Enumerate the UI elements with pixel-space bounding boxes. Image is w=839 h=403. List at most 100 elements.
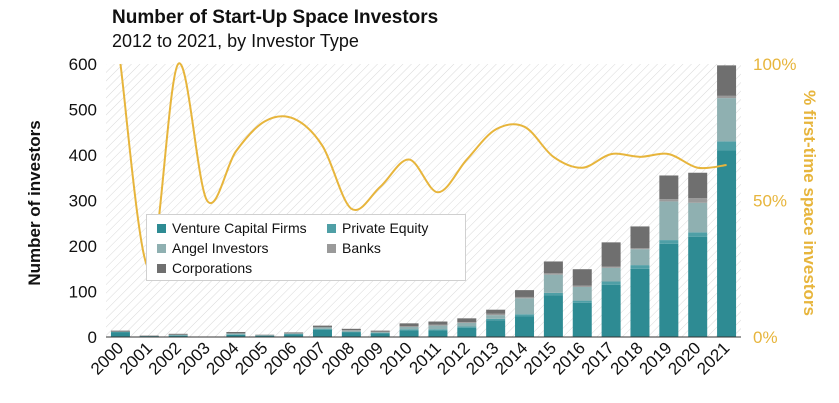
bar-segment-vc-2002 [168, 335, 188, 337]
bar-segment-vc-2013 [486, 320, 506, 337]
bar-segment-pe-2007 [312, 328, 332, 330]
bar-segment-corp-2001 [139, 335, 159, 337]
bar-segment-vc-2012 [457, 327, 477, 337]
bar-segment-corp-2014 [515, 290, 535, 297]
bar-segment-corp-2011 [428, 321, 448, 325]
bar-segment-pe-2000 [110, 331, 130, 333]
bar-segment-corp-2021 [717, 65, 737, 96]
bar-segment-angel-2015 [543, 274, 563, 293]
bar-segment-pe-2008 [341, 331, 361, 333]
chart-subtitle: 2012 to 2021, by Investor Type [112, 31, 359, 51]
bar-segment-banks-2013 [486, 313, 506, 316]
bar-segment-pe-2018 [630, 265, 650, 269]
bar-segment-pe-2009 [370, 332, 390, 334]
legend-label-banks: Banks [342, 240, 381, 256]
bar-segment-banks-2014 [515, 296, 535, 299]
bar-segment-vc-2011 [428, 330, 448, 337]
legend-swatch-corp [157, 263, 166, 273]
bar-segment-vc-2006 [284, 334, 304, 337]
bar-segment-pe-2017 [601, 281, 621, 285]
bar-segment-banks-2015 [543, 273, 563, 275]
bar-segment-vc-2004 [226, 334, 246, 337]
bar-segment-angel-2021 [717, 98, 737, 142]
bar-segment-angel-2017 [601, 267, 621, 282]
bar-segment-banks-2016 [572, 285, 592, 287]
y-tick-label: 300 [69, 192, 97, 211]
bar-segment-corp-2017 [601, 242, 621, 267]
bar-segment-angel-2000 [110, 331, 130, 333]
bar-segment-vc-2014 [515, 316, 535, 337]
bar-segment-pe-2006 [284, 333, 304, 335]
bar-segment-pe-2012 [457, 326, 477, 328]
legend-label-pe: Private Equity [342, 220, 429, 236]
bar-segment-pe-2002 [168, 335, 188, 336]
legend-swatch-vc [157, 223, 166, 233]
bar-segment-vc-2017 [601, 284, 621, 337]
legend: Venture Capital Firms Private Equity Ang… [146, 214, 466, 281]
bar-segment-pe-2010 [399, 329, 419, 331]
legend-item-corp: Corporations [157, 259, 252, 277]
bar-segment-pe-2014 [515, 314, 535, 317]
y2-axis-label: % first-time space investors [800, 90, 819, 316]
y-tick-label: 500 [69, 101, 97, 120]
bar-segment-vc-2007 [312, 329, 332, 337]
legend-item-banks: Banks [327, 239, 381, 257]
bar-segment-pe-2011 [428, 329, 448, 331]
y-tick-label: 400 [69, 146, 97, 165]
bar-segment-corp-2015 [543, 261, 563, 274]
bar-segment-corp-2009 [370, 330, 390, 332]
bar-segment-vc-2021 [717, 150, 737, 337]
bar-segment-angel-2005 [255, 335, 275, 336]
y-tick-label: 100 [69, 283, 97, 302]
bar-segment-angel-2019 [659, 201, 679, 241]
bar-segment-corp-2010 [399, 323, 419, 327]
legend-item-angel: Angel Investors [157, 239, 269, 257]
chart-title: Number of Start-Up Space Investors [112, 7, 439, 28]
y-tick-label: 200 [69, 237, 97, 256]
bar-segment-corp-2018 [630, 226, 650, 249]
bar-segment-banks-2018 [630, 248, 650, 250]
bar-segment-angel-2002 [168, 334, 188, 336]
bar-segment-corp-2004 [226, 331, 246, 334]
y-tick-label: 600 [69, 55, 97, 74]
bar-segment-banks-2007 [312, 326, 332, 328]
bar-segment-banks-2017 [601, 266, 621, 268]
bar-segment-angel-2016 [572, 286, 592, 301]
bar-segment-banks-2011 [428, 324, 448, 326]
bar-segment-pe-2019 [659, 240, 679, 244]
bar-segment-banks-2010 [399, 326, 419, 327]
bar-segment-vc-2009 [370, 333, 390, 337]
bar-segment-angel-2009 [370, 331, 390, 333]
y2-tick-label: 100% [753, 55, 796, 74]
x-tick-label: 2021 [693, 338, 733, 378]
bar-segment-angel-2012 [457, 322, 477, 327]
legend-item-vc: Venture Capital Firms [157, 219, 307, 237]
bar-segment-vc-2018 [630, 268, 650, 337]
bar-segment-vc-2000 [110, 332, 130, 337]
legend-item-pe: Private Equity [327, 219, 428, 237]
legend-swatch-pe [327, 223, 336, 233]
bar-segment-corp-2013 [486, 309, 506, 314]
legend-swatch-angel [157, 243, 166, 253]
bar-segment-angel-2020 [688, 202, 708, 233]
bar-segment-angel-2006 [284, 333, 304, 334]
bar-segment-corp-2006 [284, 332, 304, 334]
bar-segment-vc-2019 [659, 243, 679, 337]
bar-segment-vc-2005 [255, 335, 275, 337]
bar-segment-banks-2020 [688, 198, 708, 203]
bar-segment-angel-2013 [486, 315, 506, 319]
bar-segment-banks-2009 [370, 331, 390, 333]
bar-segment-corp-2016 [572, 269, 592, 286]
bar-segment-pe-2013 [486, 318, 506, 321]
legend-swatch-banks [327, 243, 336, 253]
bar-segment-banks-2021 [717, 95, 737, 99]
bar-segment-vc-2020 [688, 236, 708, 337]
bar-segment-corp-2007 [312, 325, 332, 327]
bar-segment-corp-2008 [341, 328, 361, 331]
legend-label-corp: Corporations [172, 260, 253, 276]
bar-segment-corp-2000 [110, 330, 130, 332]
bar-segment-angel-2008 [341, 330, 361, 332]
bar-segment-corp-2002 [168, 333, 188, 335]
bar-segment-angel-2004 [226, 333, 246, 335]
bar-segment-angel-2018 [630, 249, 650, 266]
